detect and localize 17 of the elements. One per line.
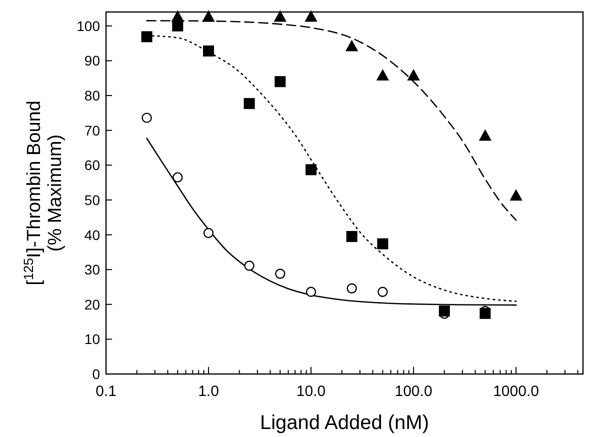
y-tick-label: 90 [84, 52, 100, 69]
y-tick-label: 40 [84, 226, 100, 243]
y-tick-label: 10 [84, 331, 100, 348]
y-tick-label: 0 [92, 366, 100, 382]
x-axis-title: Ligand Added (nM) [260, 412, 430, 434]
y-tick-label: 70 [84, 122, 100, 138]
x-tick-label: 10.0 [296, 383, 326, 400]
y-tick-label: 30 [84, 262, 100, 278]
x-tick-label: 0.1 [96, 383, 116, 400]
y-tick-label: 60 [84, 157, 100, 174]
y-tick-label: 80 [84, 88, 100, 104]
x-tick-label: 100.0 [394, 383, 432, 400]
y-tick-label: 100 [76, 18, 100, 34]
y-tick-label: 50 [84, 192, 100, 208]
y-tick-label: 20 [84, 296, 100, 312]
x-tick-label: 1000.0 [493, 383, 539, 400]
x-tick-label: 1.0 [198, 383, 219, 400]
